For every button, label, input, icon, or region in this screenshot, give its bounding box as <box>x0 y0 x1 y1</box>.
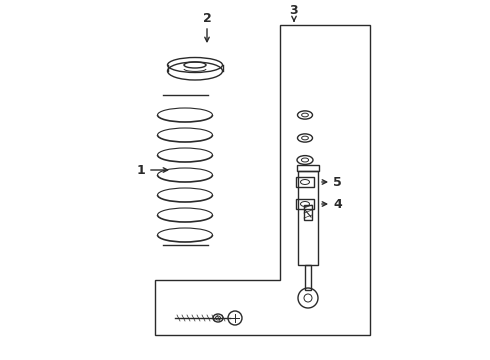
Bar <box>296 177 314 187</box>
Bar <box>296 199 314 209</box>
Text: 1: 1 <box>136 163 145 176</box>
Text: 2: 2 <box>203 12 211 25</box>
Bar <box>298 171 318 265</box>
Text: 4: 4 <box>333 198 342 211</box>
Text: 3: 3 <box>290 4 298 17</box>
Bar <box>304 205 312 220</box>
Bar <box>305 265 311 290</box>
Text: 5: 5 <box>333 176 342 189</box>
Bar <box>297 165 319 171</box>
